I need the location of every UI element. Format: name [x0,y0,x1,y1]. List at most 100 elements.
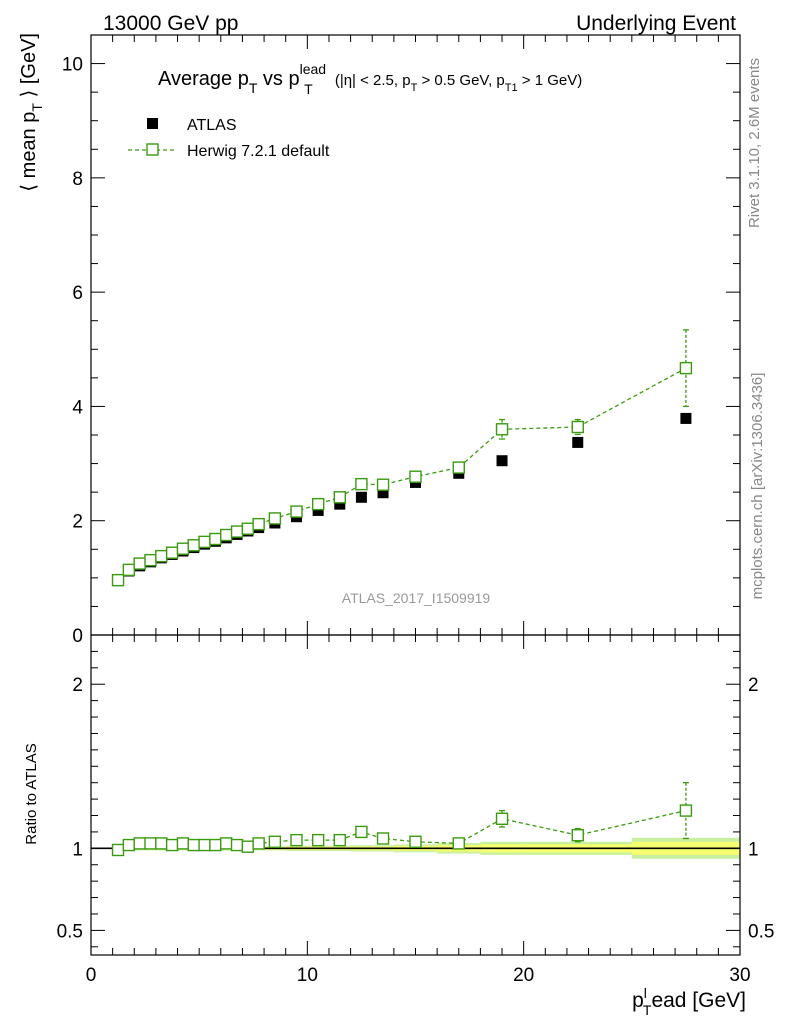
ratio-y-tick-label: 0.5 [57,921,83,942]
xlabel-main: p [632,989,644,1012]
title-main-sub: T [249,80,258,96]
mcplots-label: mcplots.cern.ch [arXiv:1306.3436] [749,373,766,600]
ratio-y-tick-label-right: 0.5 [748,921,774,942]
atlas-point [334,498,346,510]
ratio-y-tick-label: 2 [72,675,83,696]
herwig-point [198,535,211,549]
ratio-herwig-point [230,838,244,852]
ratio-herwig-point [111,843,125,857]
title-vs-sub: T [304,81,313,97]
ratio-herwig-point [220,837,233,850]
ratio-herwig-point [133,837,146,850]
herwig-point [209,532,222,546]
herwig-point [122,563,136,577]
title-cuts-open: (|η| < 2.5, p [331,72,411,89]
ratio-herwig-point [311,833,325,847]
header-left: 13000 GeV pp [103,12,238,35]
main-ylabel-sub: T [29,103,45,112]
legend: ATLAS Herwig 7.2.1 default [128,117,330,160]
herwig-point [452,461,465,474]
ratio-herwig-point [144,837,157,850]
herwig-point [409,470,422,483]
ratio-ylabel: Ratio to ATLAS [23,743,40,844]
title-cuts-sub1: T [411,82,418,94]
plot-title: Average pT vs plead T (|η| < 2.5, pT > 0.… [158,61,582,97]
ratio-herwig-point [679,804,693,817]
ratio-y-tick-label: 1 [72,839,83,860]
y-tick-label: 6 [72,283,83,304]
herwig-point [290,505,303,518]
ratio-herwig-point [187,838,200,852]
herwig-point [111,573,125,587]
ratio-herwig-point [155,837,168,850]
ratio-herwig-point [122,838,136,852]
legend-atlas-marker [147,118,158,129]
herwig-point [187,539,200,552]
ratio-herwig-point [209,838,222,852]
herwig-point [144,553,157,567]
title-vs: vs p [257,68,299,90]
ratio-herwig-point [376,832,390,845]
herwig-point [176,542,190,555]
xlabel-sup: l [644,985,647,1001]
title-cuts-mid: > 0.5 GeV, p [417,72,504,89]
atlas-point [312,504,324,516]
herwig-point [268,512,282,525]
legend-herwig-label: Herwig 7.2.1 default [187,143,330,160]
ratio-herwig-point [198,838,211,852]
xlabel: pl Tead [GeV] [632,985,746,1018]
ratio-y-tick-label-right: 2 [748,675,759,696]
herwig-point [133,557,146,570]
main-ylabel-tail: ⟩ [GeV] [18,33,40,103]
herwig-point [495,423,509,436]
herwig-point [155,549,168,563]
ratio-frame [90,634,741,956]
ratio-herwig-point [452,837,465,850]
ratio-herwig-point [495,812,509,825]
x-tick-label: 20 [513,965,534,986]
x-tick-label: 30 [729,965,750,986]
xlabel-tail: ead [GeV] [651,989,746,1012]
title-cuts-sub2: T1 [505,82,518,94]
axes: 0 10 20 30 0 2 4 6 8 10 0.5 0.5 1 1 2 2 [57,34,774,986]
ratio-herwig-point [252,837,265,850]
analysis-watermark: ATLAS_2017_I1509919 [342,590,491,606]
xlabel-sub: T [643,1002,652,1018]
herwig-point [376,478,390,491]
x-tick-label: 0 [86,965,97,986]
herwig-point [679,361,693,375]
atlas-point [680,412,692,424]
title-cuts-close: > 1 GeV) [518,72,583,89]
atlas-point [377,487,389,499]
herwig-point [311,497,325,511]
header-right: Underlying Event [576,12,736,35]
main-plot-marks [111,329,693,587]
ratio-herwig-point [355,825,368,839]
title-main: Average p [158,68,249,90]
herwig-point [241,522,255,535]
herwig-point [333,491,346,504]
legend-atlas-label: ATLAS [187,117,237,134]
ratio-y-tick-label-right: 1 [748,839,759,860]
atlas-point [496,455,508,467]
y-tick-label: 0 [72,626,83,647]
herwig-point [165,546,179,559]
ratio-herwig-point [241,840,255,853]
main-ylabel-main: ⟨ mean p [18,112,40,192]
ratio-herwig-point [165,838,179,852]
title-vs-sup: lead [300,61,326,77]
herwig-point [220,528,233,542]
legend-herwig-marker [146,143,159,156]
y-tick-label: 8 [72,169,83,190]
herwig-point [252,517,265,531]
herwig-point [230,525,244,538]
main-ylabel: ⟨ mean pT ⟩ [GeV] [18,33,45,192]
ratio-herwig-point [409,835,422,848]
herwig-point [571,420,584,434]
ratio-herwig-point [268,835,282,848]
x-tick-label: 10 [297,965,318,986]
ratio-herwig-point [176,837,190,850]
y-tick-label: 10 [62,55,83,76]
herwig-point [355,477,368,491]
